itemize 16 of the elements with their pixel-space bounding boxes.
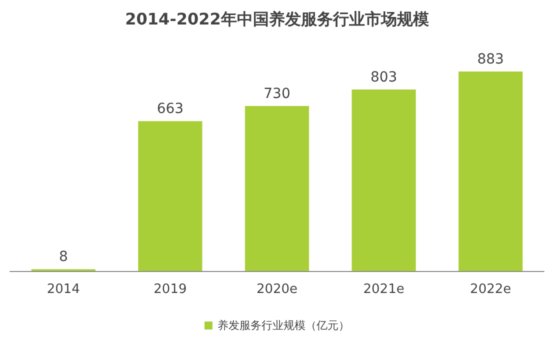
bar [138,121,202,271]
x-tick-label: 2020e [256,282,298,297]
data-label: 883 [477,51,504,68]
data-label: 8 [58,249,68,266]
data-label: 663 [156,101,184,118]
x-tick-label: 2014 [46,282,80,297]
data-label: 803 [370,70,398,86]
x-tick-label: 2021e [363,282,404,297]
chart-title: 2014-2022年中国养发服务行业市场规模 [125,10,429,28]
bar [244,106,310,271]
bar [458,71,523,271]
data-label: 730 [264,86,290,102]
legend-label: 养发服务行业规模（亿元） [218,319,350,332]
x-tick-label: 2022e [470,282,512,297]
bar [352,90,416,271]
x-tick-label: 2019 [154,282,187,297]
